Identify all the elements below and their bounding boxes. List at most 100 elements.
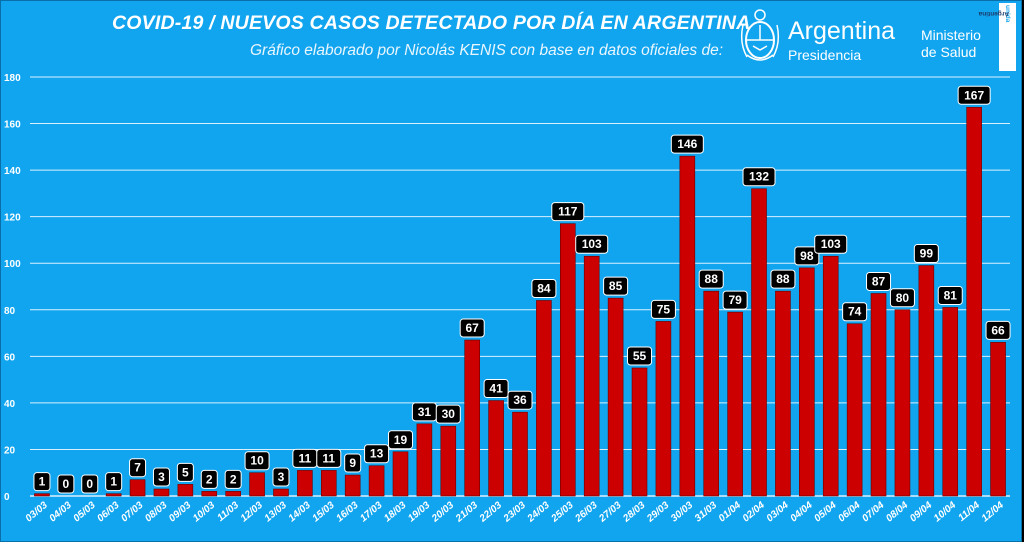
data-label-box (742, 167, 776, 187)
data-label: 2 (230, 472, 237, 486)
x-tick-label: 08/03 (143, 500, 170, 525)
y-tick-label: 160 (4, 120, 21, 131)
logo-presidencia-text: Presidencia (788, 47, 862, 63)
data-label: 103 (582, 237, 602, 251)
data-label: 117 (558, 205, 578, 219)
bar (392, 451, 409, 497)
x-tick-label: 12/04 (980, 500, 1007, 525)
bar (320, 470, 337, 497)
bar (894, 309, 911, 497)
x-tick-label: 22/03 (477, 500, 504, 525)
data-label-box (770, 269, 796, 289)
data-label: 13 (370, 447, 384, 461)
data-label-box (937, 285, 963, 305)
data-label: 167 (964, 88, 984, 102)
bar (679, 155, 696, 497)
data-label-box (814, 234, 848, 254)
x-tick-label: 03/04 (765, 500, 792, 525)
data-label: 9 (349, 456, 356, 470)
data-label-box (627, 346, 653, 366)
data-label-box (435, 404, 461, 424)
y-axis-ticks: 0 20 40 60 80 100 120 140 160 180 (4, 73, 21, 503)
x-tick-label: 09/03 (167, 500, 194, 525)
data-label: 10 (250, 454, 264, 468)
data-label-box (575, 234, 609, 254)
bar (105, 493, 122, 497)
data-label: 132 (749, 170, 769, 184)
bar (440, 425, 457, 497)
bar (607, 297, 624, 497)
data-label-box (57, 474, 75, 494)
x-tick-label: 16/03 (334, 500, 361, 525)
bar (512, 411, 528, 497)
bars (34, 106, 1006, 497)
bar (416, 423, 433, 497)
data-label-box (105, 472, 123, 492)
data-label: 7 (134, 461, 141, 475)
data-label-box (957, 85, 991, 105)
x-tick-label: 12/03 (239, 500, 266, 525)
x-tick-label: 13/03 (263, 500, 290, 525)
data-label-box (531, 278, 557, 298)
data-label: 11 (299, 451, 312, 465)
bar (368, 465, 385, 497)
bar (225, 491, 241, 497)
data-label: 30 (442, 407, 456, 421)
bar (464, 339, 480, 497)
y-tick-label: 40 (4, 399, 16, 410)
bar (990, 342, 1006, 497)
data-label: 81 (944, 288, 958, 302)
x-tick-label: 05/03 (71, 500, 98, 525)
data-label: 67 (466, 321, 480, 335)
bar (846, 323, 863, 497)
x-tick-label: 18/03 (382, 500, 409, 525)
data-label-box (889, 288, 915, 308)
data-label-box (152, 467, 170, 487)
x-tick-label: 17/03 (358, 500, 385, 525)
logo-argentina-text: Argentina (788, 17, 896, 45)
y-tick-label: 180 (4, 73, 21, 84)
data-label: 3 (158, 470, 165, 484)
bar (751, 188, 767, 497)
bar (655, 321, 672, 497)
data-label: 75 (657, 302, 671, 316)
data-label: 5 (182, 465, 189, 479)
data-label: 98 (800, 249, 814, 263)
data-label: 2 (206, 472, 213, 486)
data-label-box (866, 271, 892, 291)
data-label-box (316, 448, 342, 468)
data-label-box (842, 302, 868, 322)
x-tick-label: 09/04 (908, 500, 935, 525)
data-label: 36 (513, 393, 527, 407)
bar (583, 255, 600, 497)
data-label-box (364, 444, 390, 464)
data-label-box (33, 472, 51, 492)
chart-subtitle: Gráfico elaborado por Nicolás KENIS con … (250, 42, 724, 59)
x-tick-label: 25/03 (549, 500, 576, 525)
bar (201, 491, 218, 497)
data-label-box (650, 299, 676, 319)
data-label-box (176, 462, 194, 482)
x-tick-label: 31/03 (693, 500, 720, 525)
x-tick-label: 30/03 (669, 500, 696, 525)
x-tick-label: 10/04 (932, 500, 959, 525)
bar (297, 470, 313, 497)
x-tick-label: 01/04 (717, 500, 744, 525)
data-label: 84 (537, 281, 551, 295)
data-label-box (459, 318, 485, 338)
bar (703, 290, 720, 497)
bar (177, 484, 194, 497)
bar (273, 488, 289, 497)
data-label: 74 (848, 305, 862, 319)
data-label-box (244, 451, 270, 471)
x-tick-label: 11/03 (215, 500, 241, 524)
data-label: 66 (991, 323, 1005, 337)
y-tick-label: 0 (4, 492, 10, 503)
x-tick-label: 06/03 (95, 500, 122, 525)
data-label-box (200, 469, 218, 489)
data-label: 88 (705, 272, 719, 286)
x-tick-label: 07/03 (119, 500, 146, 525)
y-tick-label: 60 (4, 352, 16, 363)
